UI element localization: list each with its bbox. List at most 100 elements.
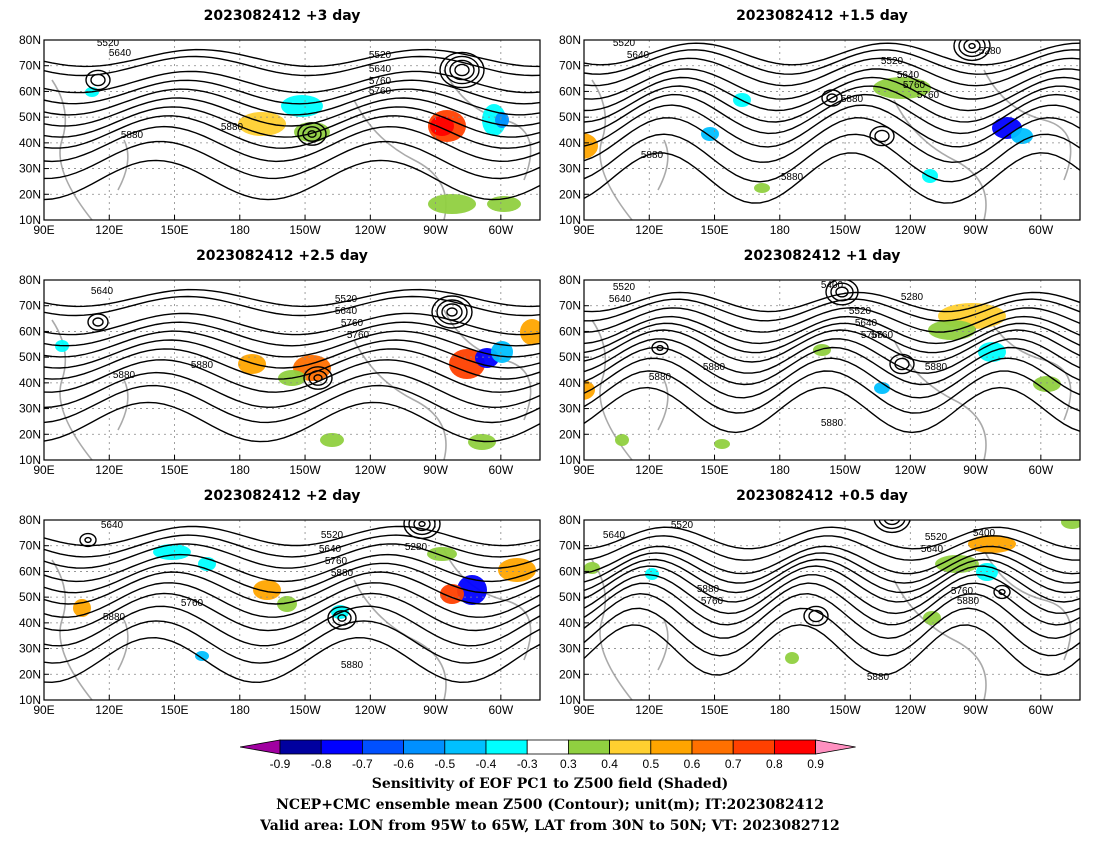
z500-contour xyxy=(44,97,540,127)
closed-contour xyxy=(446,307,458,317)
colorbar-tick-label: 0.9 xyxy=(807,757,824,768)
contour-label: 5640 xyxy=(855,318,878,329)
map-panel-3: 2023082412 +2.5 day 5520 5640 5520 5640 5760… xyxy=(12,248,552,488)
lat-tick-label: 50N xyxy=(559,590,581,604)
lat-tick-label: 10N xyxy=(19,693,41,707)
sensitivity-shade xyxy=(238,354,266,374)
contour-label: 5760 xyxy=(951,586,974,597)
lat-tick-label: 70N xyxy=(559,299,581,313)
colorbar-tick-label: 0.3 xyxy=(560,757,577,768)
z500-contour xyxy=(44,70,540,94)
lon-tick-label: 120W xyxy=(895,463,927,477)
lat-tick-label: 40N xyxy=(19,136,41,150)
contour-label: 5640 xyxy=(101,520,124,531)
z500-contour xyxy=(584,565,1080,603)
lon-tick-label: 90W xyxy=(423,223,448,237)
closed-contour xyxy=(826,93,838,103)
closed-contour xyxy=(963,40,981,54)
contour-label: 5760 xyxy=(871,330,894,341)
z500-contour xyxy=(584,607,1080,657)
coastline xyxy=(51,69,532,220)
contour-label: 5760 xyxy=(181,598,204,609)
z500-contour xyxy=(44,348,540,380)
map-frame xyxy=(583,39,1081,221)
lat-tick-label: 20N xyxy=(19,187,41,201)
colorbar-tick-label: -0.4 xyxy=(476,757,497,768)
lat-tick-label: 60N xyxy=(19,564,41,578)
sensitivity-shade xyxy=(498,558,536,582)
map-panel-6: 2023082412 +0.5 day 5520 5640 5400 5520 5640… xyxy=(552,488,1092,728)
lon-tick-label: 120E xyxy=(635,463,663,477)
lon-tick-label: 150E xyxy=(701,463,729,477)
sensitivity-shade xyxy=(645,568,659,580)
colorbar-segment xyxy=(691,739,734,755)
contour-label: 5760 xyxy=(369,76,392,87)
z500-contour xyxy=(44,562,540,594)
contour-label: 5880 xyxy=(703,362,726,373)
contour-label: 5760 xyxy=(861,330,884,341)
lon-tick-label: 90W xyxy=(963,223,988,237)
z500-contour xyxy=(584,573,1080,615)
closed-contour xyxy=(803,605,829,627)
sensitivity-shade xyxy=(1061,520,1080,529)
lon-tick-label: 90E xyxy=(573,463,594,477)
closed-contour xyxy=(413,520,431,532)
lon-tick-label: 150W xyxy=(829,223,861,237)
z500-contour xyxy=(44,384,540,424)
sensitivity-shade xyxy=(428,194,476,214)
contour-label: 5880 xyxy=(641,150,664,161)
z500-contour xyxy=(584,322,1080,354)
lon-tick-label: 60W xyxy=(488,223,513,237)
z500-contour xyxy=(44,312,540,336)
lat-tick-label: 80N xyxy=(19,33,41,47)
contour-label: 5520 xyxy=(925,532,948,543)
colorbar-tick-label: 0.4 xyxy=(601,757,618,768)
lat-tick-label: 10N xyxy=(559,693,581,707)
closed-contour xyxy=(84,536,92,544)
lat-tick-label: 30N xyxy=(559,162,581,176)
coastline xyxy=(591,309,1072,460)
closed-contour xyxy=(958,40,986,58)
contour-label: 5880 xyxy=(341,660,364,671)
contour-label: 5520 xyxy=(881,56,904,67)
colorbar-segment xyxy=(774,739,817,755)
contour-label: 5880 xyxy=(191,360,214,371)
z500-contour xyxy=(44,106,540,138)
contour-label: 5640 xyxy=(627,50,650,61)
lat-tick-label: 80N xyxy=(19,513,41,527)
colorbar-tick-label: -0.5 xyxy=(434,757,455,768)
lon-tick-label: 60W xyxy=(488,463,513,477)
lon-tick-label: 90W xyxy=(963,703,988,717)
contour-label: 5880 xyxy=(925,362,948,373)
sensitivity-shade xyxy=(482,104,506,136)
lat-tick-label: 80N xyxy=(559,273,581,287)
lat-tick-label: 10N xyxy=(19,213,41,227)
closed-contour xyxy=(90,73,106,87)
lat-tick-label: 50N xyxy=(19,590,41,604)
colorbar-high-arrow xyxy=(815,739,856,755)
contour-label: 5880 xyxy=(781,172,804,183)
z500-contour xyxy=(584,307,1080,333)
colorbar-segment xyxy=(732,739,775,755)
contour-label: 5760 xyxy=(347,330,370,341)
lat-tick-label: 70N xyxy=(559,539,581,553)
sensitivity-shade xyxy=(238,112,286,136)
contour-label: 5880 xyxy=(697,584,720,595)
colorbar-segment xyxy=(650,739,693,755)
lon-tick-label: 90E xyxy=(33,703,54,717)
map-background xyxy=(584,280,1080,460)
closed-contour xyxy=(408,520,436,536)
colorbar-tick-label: -0.7 xyxy=(352,757,373,768)
sensitivity-shade xyxy=(928,320,976,340)
colorbar-tick-label: -0.6 xyxy=(393,757,414,768)
lat-tick-label: 30N xyxy=(19,162,41,176)
closed-contour xyxy=(337,614,347,622)
z500-contour xyxy=(584,624,1080,676)
sensitivity-shade xyxy=(427,547,457,561)
lon-tick-label: 180 xyxy=(230,463,250,477)
z500-contour xyxy=(44,592,540,632)
closed-contour xyxy=(431,295,473,329)
contour-label: 5520 xyxy=(97,38,120,49)
lon-tick-label: 150W xyxy=(289,223,321,237)
